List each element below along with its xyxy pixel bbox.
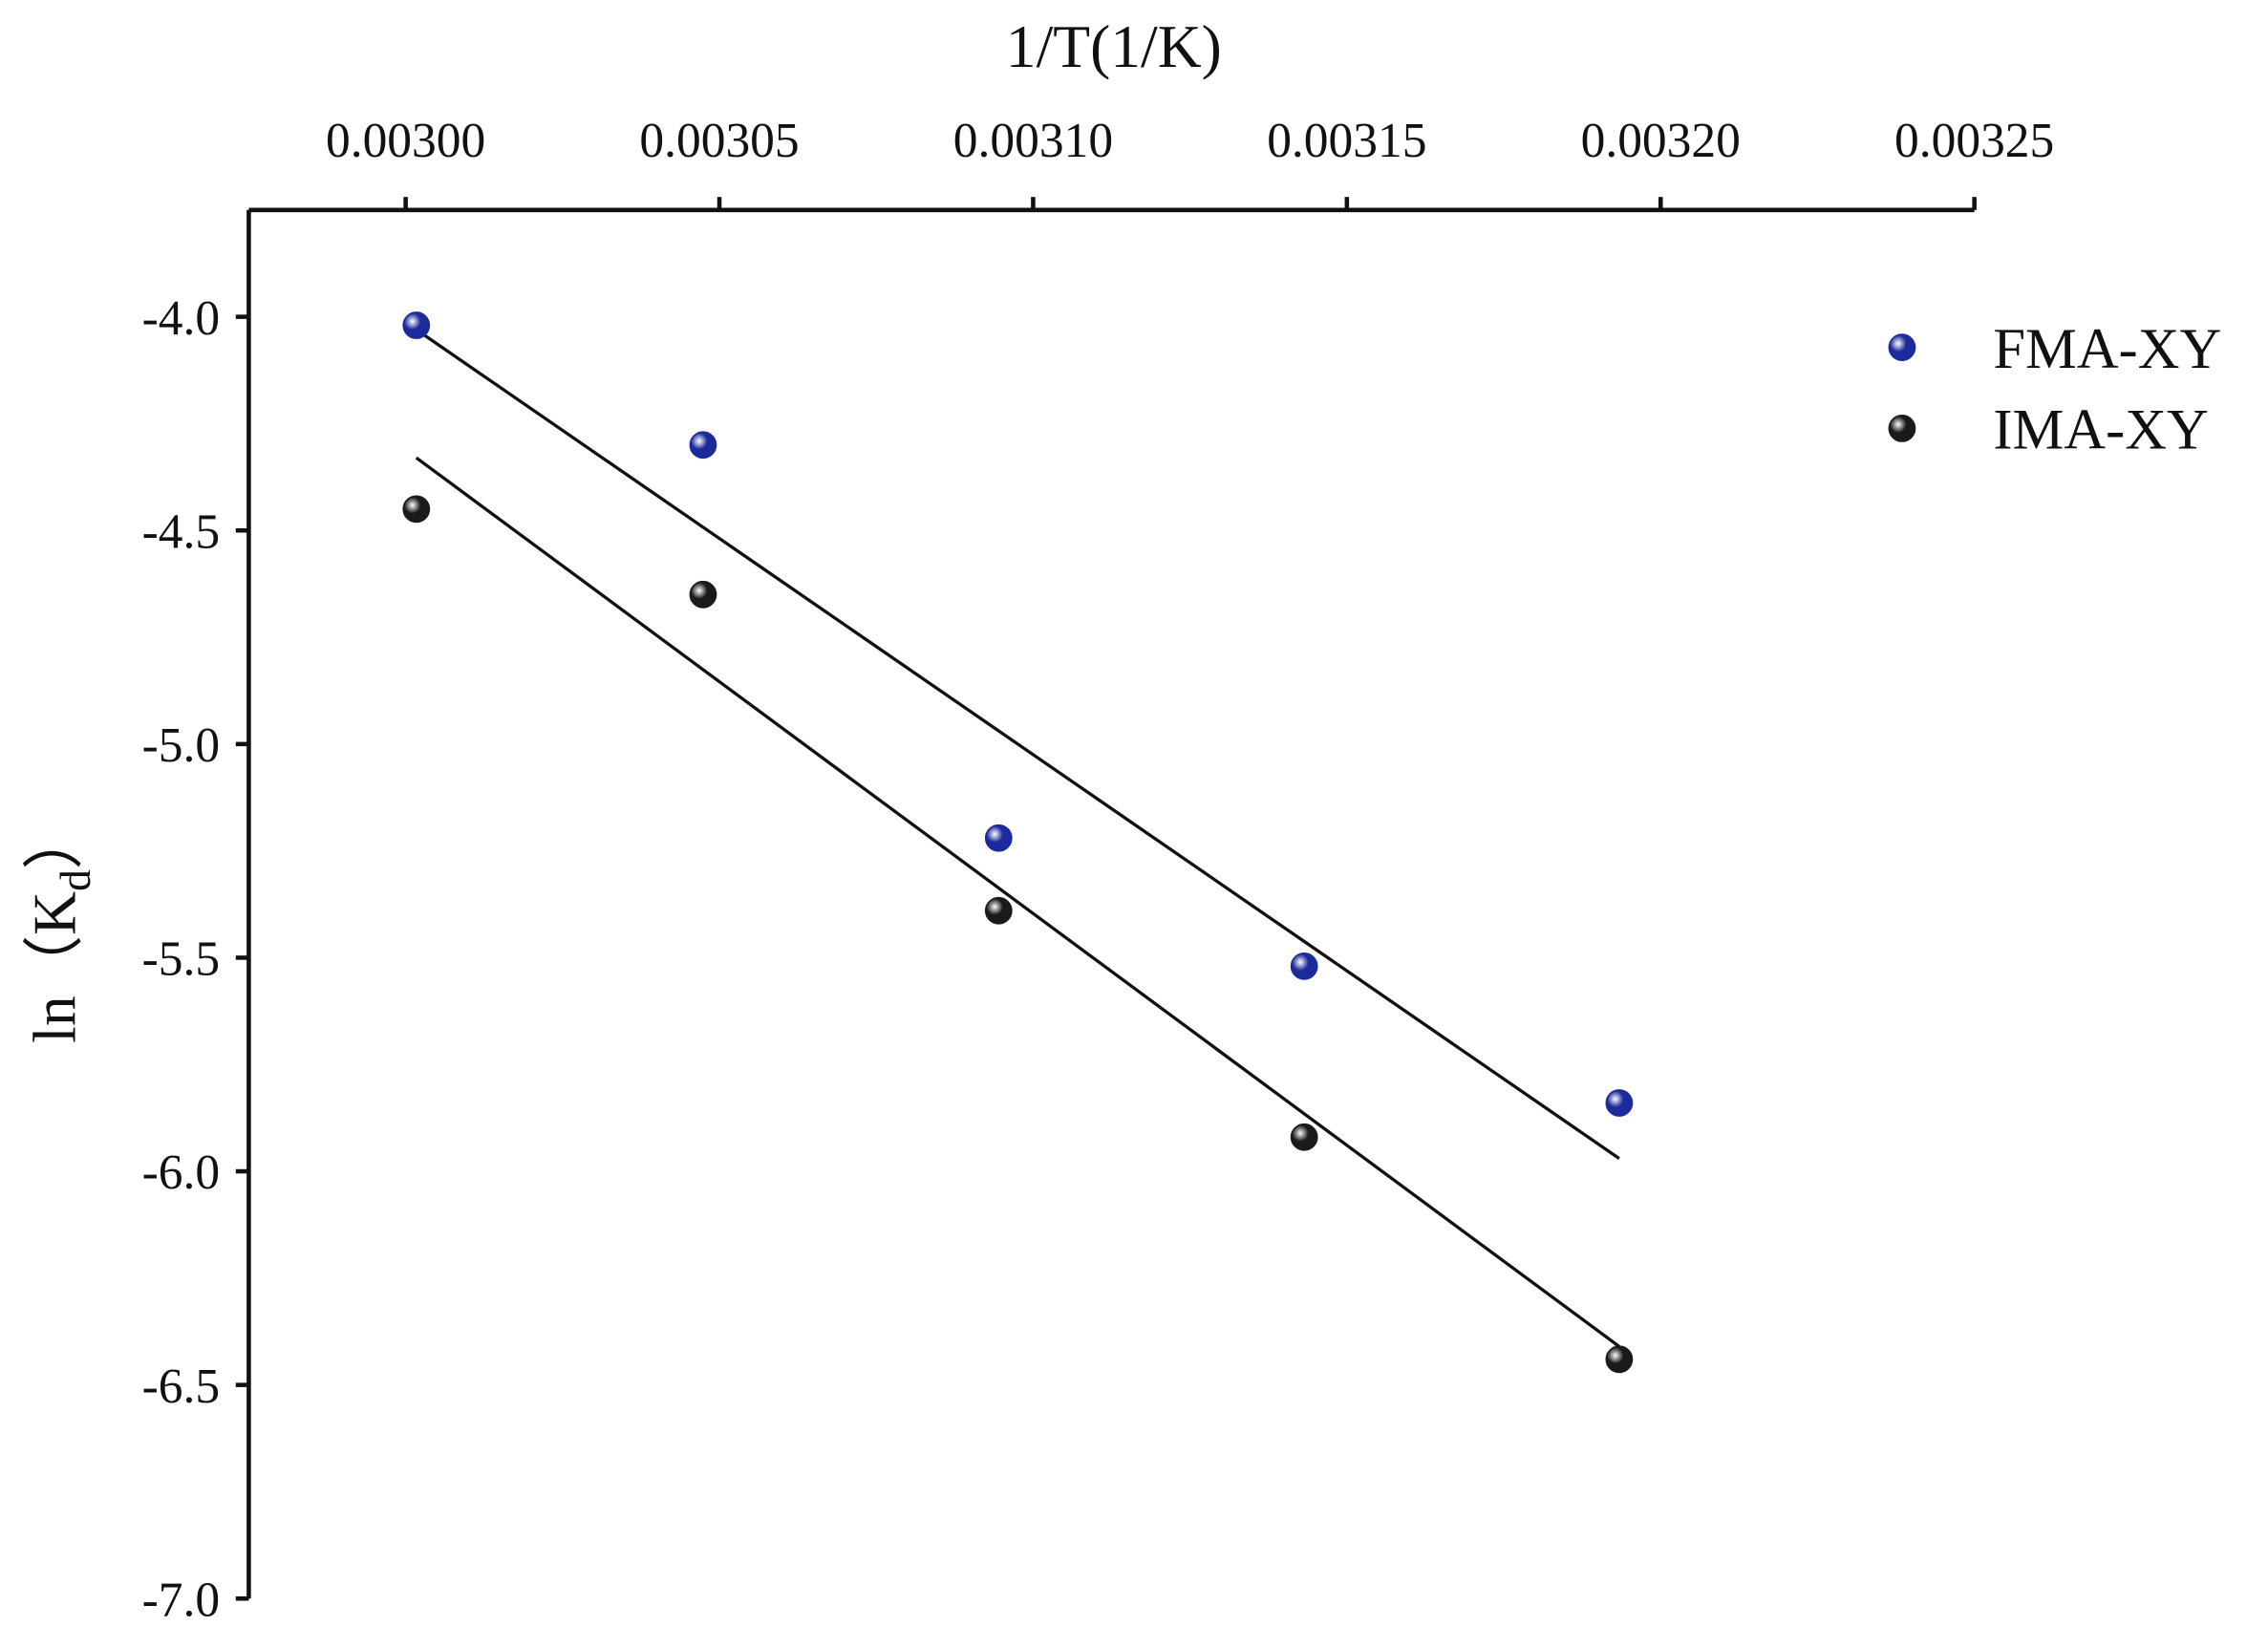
y-title-sub: d	[52, 869, 99, 891]
data-point	[984, 824, 1013, 852]
data-point	[1605, 1089, 1634, 1117]
legend-marker	[1888, 415, 1916, 442]
y-axis-title: ln（Kd）	[21, 809, 99, 1043]
data-point	[1290, 1123, 1318, 1151]
fit-line	[415, 456, 1620, 1348]
y-tick-label: -7.0	[142, 1573, 220, 1627]
x-tick-label: 0.00315	[1267, 114, 1426, 168]
legend-label: IMA-XY	[1993, 398, 2208, 462]
x-tick-label: 0.00320	[1581, 114, 1741, 168]
y-title-end: ）	[21, 809, 89, 870]
x-axis-title: 1/T(1/K)	[1006, 12, 1222, 80]
y-tick-label: -6.0	[142, 1145, 220, 1200]
y-tick-label: -6.5	[142, 1359, 220, 1414]
data-point	[689, 580, 717, 609]
x-tick-label: 0.00305	[639, 114, 799, 168]
x-tick-label: 0.00310	[953, 114, 1113, 168]
x-tick-label: 0.00300	[326, 114, 485, 168]
y-tick-label: -5.0	[142, 718, 220, 773]
legend-label: FMA-XY	[1993, 317, 2221, 381]
data-point	[1605, 1345, 1634, 1374]
data-point	[402, 495, 431, 524]
y-tick-label: -4.5	[142, 504, 220, 559]
legend-marker	[1888, 333, 1916, 362]
y-tick-label: -4.0	[142, 291, 220, 346]
data-point	[689, 431, 717, 460]
y-tick-label: -5.5	[142, 932, 220, 987]
data-point	[1290, 952, 1318, 980]
fit-line	[415, 328, 1620, 1160]
y-title-main: ln（K	[21, 891, 89, 1043]
x-tick-label: 0.00325	[1894, 114, 2054, 168]
data-point	[984, 896, 1013, 925]
data-point	[402, 311, 431, 339]
